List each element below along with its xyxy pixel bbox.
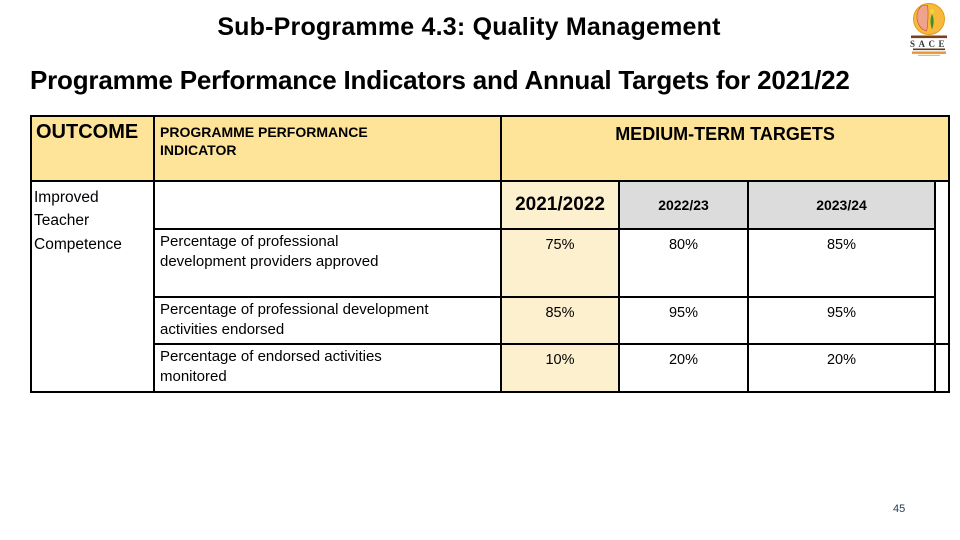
target-2021-cell: 10% bbox=[500, 343, 620, 393]
target-2021-cell: 75% bbox=[500, 228, 620, 298]
table-header-row: OUTCOME PROGRAMME PERFORMANCE INDICATOR … bbox=[30, 115, 951, 182]
spacer-column-cell bbox=[933, 180, 951, 345]
logo-acronym: SACE bbox=[910, 39, 948, 49]
indicator-cell: Percentage of professional development a… bbox=[153, 296, 502, 345]
target-2023-cell: 95% bbox=[747, 296, 936, 345]
target-2022-cell: 80% bbox=[618, 228, 749, 298]
logo-sprout bbox=[930, 14, 934, 30]
indicator-cell: Percentage of professional development p… bbox=[153, 228, 502, 298]
empty-indicator-cell bbox=[153, 180, 502, 230]
target-2023-cell: 85% bbox=[747, 228, 936, 298]
table-row: Percentage of professional development p… bbox=[31, 228, 949, 298]
target-2021-cell: 85% bbox=[500, 296, 620, 345]
spacer-column-cell bbox=[933, 343, 951, 393]
year-2022-23-cell: 2022/23 bbox=[618, 180, 749, 230]
performance-table: OUTCOME PROGRAMME PERFORMANCE INDICATOR … bbox=[30, 115, 951, 393]
logo-sprout-dot bbox=[930, 9, 934, 14]
target-2022-cell: 20% bbox=[618, 343, 749, 393]
indicator-header-cell: PROGRAMME PERFORMANCE INDICATOR bbox=[153, 115, 502, 182]
outcome-value-cell: Improved Teacher Competence bbox=[30, 180, 155, 393]
targets-header-cell: MEDIUM-TERM TARGETS bbox=[499, 115, 951, 182]
table-row: Percentage of professional development a… bbox=[31, 296, 949, 345]
logo-face-profile bbox=[916, 5, 929, 32]
target-2023-cell: 20% bbox=[747, 343, 936, 393]
slide-subtitle: Programme Performance Indicators and Ann… bbox=[30, 65, 850, 95]
outcome-header-cell: OUTCOME bbox=[30, 115, 155, 182]
target-2022-cell: 95% bbox=[618, 296, 749, 345]
table-row: Percentage of endorsed activities monito… bbox=[31, 343, 951, 393]
slide-title: Sub-Programme 4.3: Quality Management bbox=[217, 13, 721, 41]
sace-logo: SACE bbox=[910, 3, 948, 56]
year-2023-24-cell: 2023/24 bbox=[747, 180, 936, 230]
logo-orange-line bbox=[912, 51, 946, 54]
indicator-cell: Percentage of endorsed activities monito… bbox=[153, 343, 502, 393]
logo-brown-bar bbox=[911, 35, 947, 39]
year-2021-2022-cell: 2021/2022 bbox=[500, 180, 620, 230]
page-number: 45 bbox=[893, 503, 906, 515]
logo-yellow-line bbox=[918, 54, 940, 56]
logo-dark-line bbox=[913, 48, 945, 51]
year-subheader-row: Improved Teacher Competence 2021/2022 20… bbox=[30, 180, 951, 393]
